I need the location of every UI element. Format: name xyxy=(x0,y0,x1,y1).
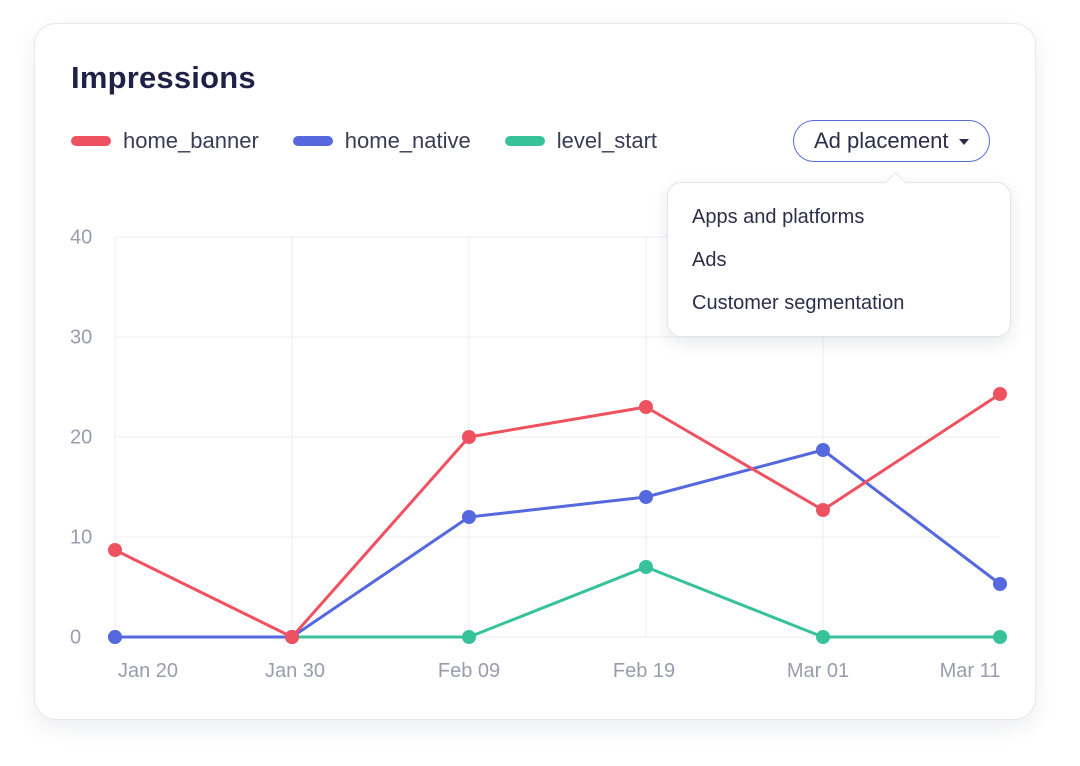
legend-swatch-level-start xyxy=(504,136,545,146)
ad-placement-label: Ad placement xyxy=(814,128,949,153)
menu-item-ads[interactable]: Ads xyxy=(692,249,727,271)
caret-down-icon xyxy=(958,139,969,145)
chart-legend: home_banner home_native level_start xyxy=(71,128,691,154)
menu-item-customer-segmentation[interactable]: Customer segmentation xyxy=(692,292,905,314)
legend-item-home-native: home_native xyxy=(292,128,471,154)
ad-placement-dropdown[interactable]: Ad placement xyxy=(793,120,990,162)
menu-item-apps-and-platforms[interactable]: Apps and platforms xyxy=(692,206,865,228)
legend-swatch-home-banner xyxy=(71,136,111,146)
menu-pointer xyxy=(884,171,907,194)
legend-label-level-start: level_start xyxy=(556,128,658,153)
legend-swatch-home-native xyxy=(292,136,333,146)
legend-label-home-native: home_native xyxy=(344,128,471,153)
overlay-layer: Apps and platforms Ads Customer segmenta… xyxy=(34,23,1036,720)
legend-item-level-start: level_start xyxy=(504,128,658,154)
legend-label-home-banner: home_banner xyxy=(123,128,259,153)
card-title: Impressions xyxy=(71,60,256,95)
ad-placement-menu: Apps and platforms Ads Customer segmenta… xyxy=(667,171,1011,337)
legend-item-home-banner: home_banner xyxy=(71,128,259,154)
